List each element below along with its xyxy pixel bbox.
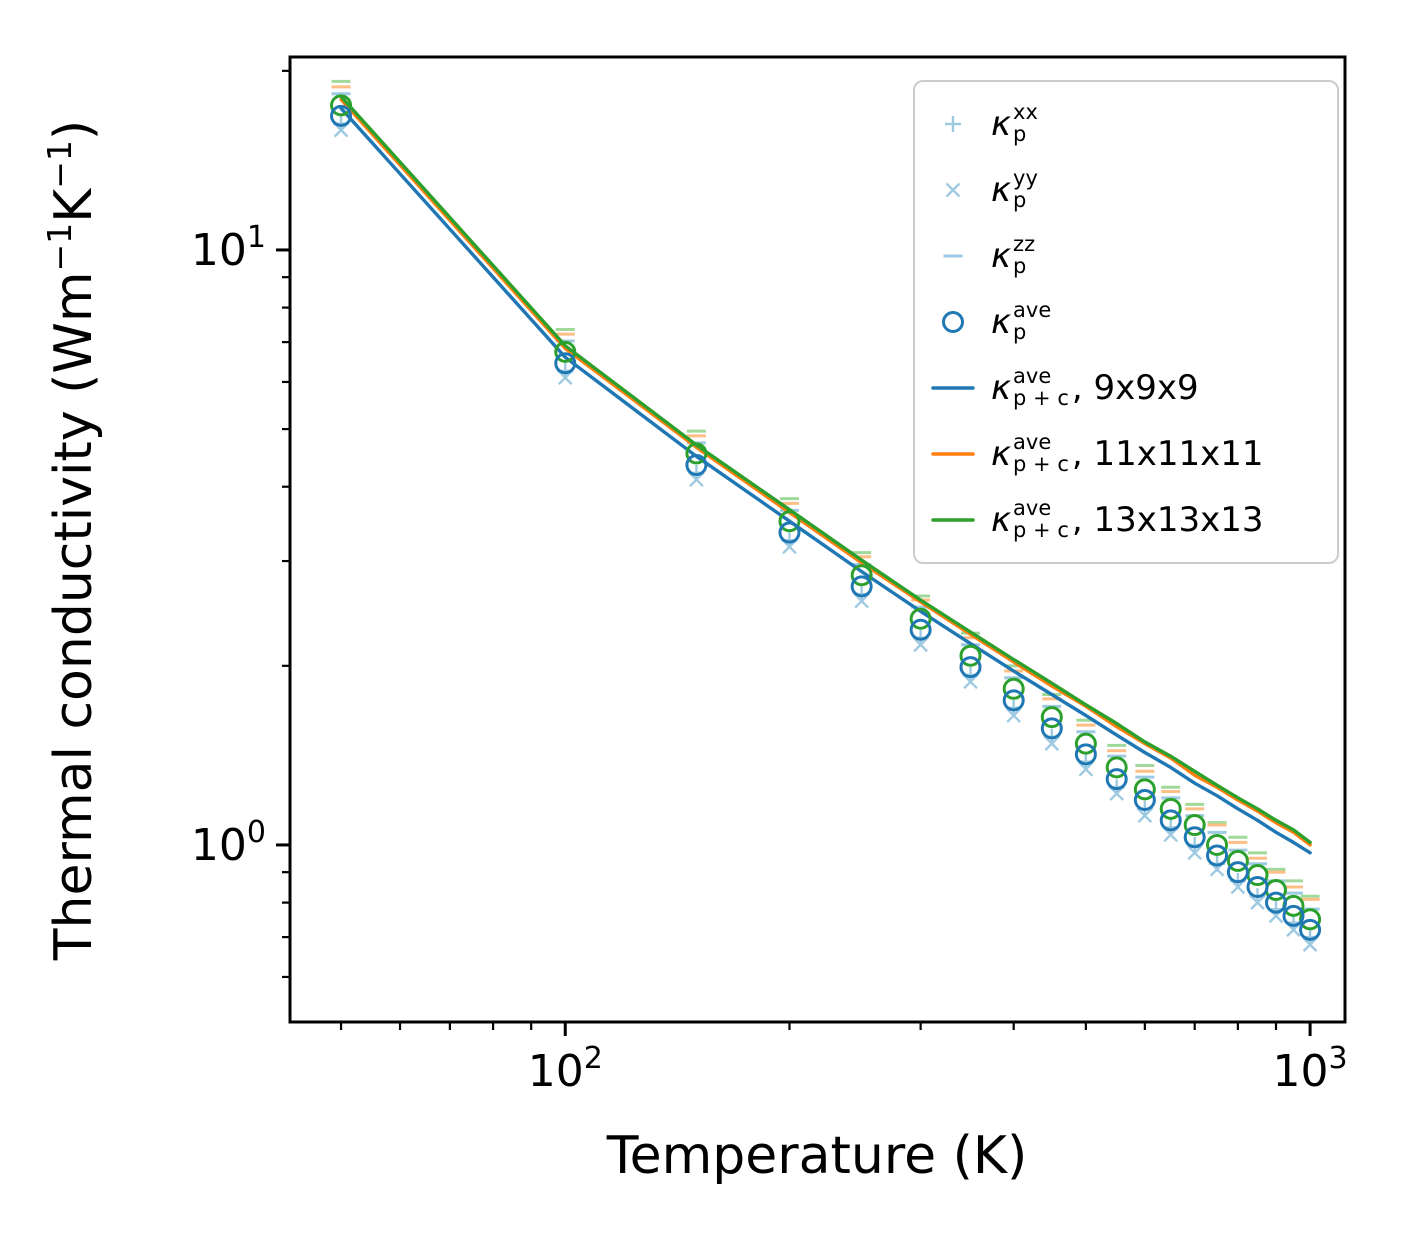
kappa-symbol: κ xyxy=(991,170,1012,210)
sub-sup-stack: zz p xyxy=(1013,232,1036,278)
legend-item-kp-yy: κ yy p xyxy=(925,162,1327,218)
line-marker-icon xyxy=(925,432,981,476)
y-axis-label: Thermal conductivity (Wm−1K−1) xyxy=(40,120,104,960)
legend-subscript: p + c xyxy=(1013,386,1069,410)
y-label-text: ) xyxy=(44,119,104,141)
legend-suffix: , 9x9x9 xyxy=(1071,368,1199,408)
legend: κ xx p κ yy p κ zz p κ ave p κ ave p + c, 9x9x9 κ ave p +… xyxy=(913,80,1339,564)
legend-suffix: , 11x11x11 xyxy=(1071,434,1264,474)
series-kpc-9 xyxy=(339,106,1312,855)
kappa-symbol: κ xyxy=(991,500,1012,540)
circle-marker-icon xyxy=(925,300,981,344)
sub-sup-stack: ave p + c xyxy=(1013,496,1069,542)
plus-marker-icon xyxy=(925,102,981,146)
x-axis-label: Temperature (K) xyxy=(606,1126,1028,1186)
kappa-symbol: κ xyxy=(991,104,1012,144)
legend-superscript: yy xyxy=(1013,166,1038,191)
legend-label: κ ave p + c, 11x11x11 xyxy=(991,430,1264,476)
legend-superscript: ave xyxy=(1013,496,1052,521)
legend-label: κ ave p + c, 13x13x13 xyxy=(991,496,1264,542)
tick-label: 103 xyxy=(1273,1041,1348,1097)
legend-item-kp-zz: κ zz p xyxy=(925,228,1327,284)
legend-item-kpc-13: κ ave p + c, 13x13x13 xyxy=(925,492,1327,548)
y-label-superscript: −1 xyxy=(40,140,79,189)
sub-sup-stack: ave p xyxy=(1013,298,1052,344)
series-kp-ave-13 xyxy=(330,94,1322,931)
legend-item-kp-ave: κ ave p xyxy=(925,294,1327,350)
legend-subscript: p xyxy=(1013,188,1027,212)
legend-item-kp-xx: κ xx p xyxy=(925,96,1327,152)
legend-subscript: p xyxy=(1013,320,1027,344)
tick-label: 100 xyxy=(191,815,266,871)
kappa-symbol: κ xyxy=(991,434,1012,474)
x-marker-icon xyxy=(925,168,981,212)
legend-subscript: p xyxy=(1013,122,1027,146)
legend-suffix: , 13x13x13 xyxy=(1071,500,1264,540)
series-kpc-13 xyxy=(339,94,1312,845)
legend-label: κ yy p xyxy=(991,166,1041,212)
legend-item-kpc-9: κ ave p + c, 9x9x9 xyxy=(925,360,1327,416)
y-label-text: K xyxy=(44,188,104,223)
legend-label: κ zz p xyxy=(991,232,1038,278)
legend-label: κ ave p xyxy=(991,298,1054,344)
tick-label: 102 xyxy=(528,1041,603,1097)
sub-sup-stack: yy p xyxy=(1013,166,1038,212)
legend-item-kpc-11: κ ave p + c, 11x11x11 xyxy=(925,426,1327,482)
legend-superscript: xx xyxy=(1013,100,1038,125)
legend-subscript: p + c xyxy=(1013,518,1069,542)
sub-sup-stack: xx p xyxy=(1013,100,1038,146)
legend-subscript: p + c xyxy=(1013,452,1069,476)
legend-superscript: ave xyxy=(1013,298,1052,323)
sub-sup-stack: ave p + c xyxy=(1013,430,1069,476)
series-kp-ave-9 xyxy=(330,104,1322,941)
sub-sup-stack: ave p + c xyxy=(1013,364,1069,410)
y-label-superscript: −1 xyxy=(40,222,79,272)
legend-label: κ xx p xyxy=(991,100,1041,146)
series-kpc-11 xyxy=(339,97,1312,847)
line-marker-icon xyxy=(925,498,981,542)
legend-subscript: p xyxy=(1013,254,1027,278)
legend-label: κ ave p + c, 9x9x9 xyxy=(991,364,1199,410)
series-kp-yy xyxy=(333,122,1318,952)
legend-superscript: zz xyxy=(1013,232,1036,257)
kappa-symbol: κ xyxy=(991,302,1012,342)
line-marker-icon xyxy=(925,366,981,410)
legend-superscript: ave xyxy=(1013,430,1052,455)
dash-marker-icon xyxy=(925,234,981,278)
axes-spines xyxy=(288,55,1347,1024)
tick-label: 101 xyxy=(191,220,266,276)
kappa-symbol: κ xyxy=(991,236,1012,276)
kappa-symbol: κ xyxy=(991,368,1012,408)
legend-superscript: ave xyxy=(1013,364,1052,389)
y-label-text: Thermal conductivity (Wm xyxy=(44,271,104,961)
